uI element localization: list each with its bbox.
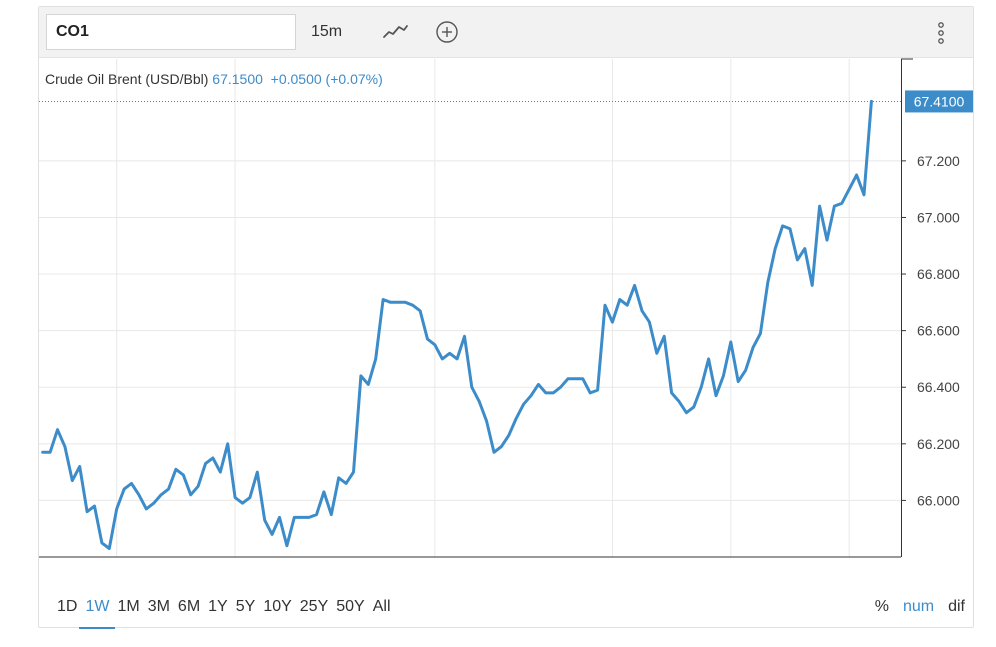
y-tick-label: 66.400 [917,379,960,395]
grid-lines [39,59,901,557]
vertical-dots-icon[interactable] [931,19,951,47]
plus-circle-icon[interactable] [434,19,460,45]
display-mode-selector: % num dif [861,595,965,625]
price-series-line [41,99,873,550]
axes [39,58,913,558]
y-tick-label: 66.800 [917,266,960,282]
line-chart-icon[interactable] [381,20,409,44]
symbol-input[interactable] [46,14,296,50]
range-button-25y[interactable]: 25Y [299,598,329,615]
y-axis-labels: 66.000 66.200 66.400 66.600 66.800 67.000 67.2… [917,153,960,509]
interval-button[interactable]: 15m [311,23,343,40]
chart-toolbar: 15m [39,7,973,58]
series-name: Crude Oil Brent (USD/Bbl) [45,71,209,87]
range-button-50y[interactable]: 50Y [336,598,365,615]
series-legend: Crude Oil Brent (USD/Bbl) 67.1500 +0.050… [45,71,383,87]
range-button-1w[interactable]: 1W [79,595,116,629]
time-range-selector: 1D 1W 1M 3M 6M 1Y 5Y 10Y 25Y 50Y All [51,595,393,629]
mode-button-percent[interactable]: % [874,598,889,615]
mode-button-dif[interactable]: dif [948,598,965,615]
range-button-6m[interactable]: 6M [177,598,201,615]
series-change: +0.0500 (+0.07%) [270,71,383,87]
range-button-all[interactable]: All [372,598,391,615]
range-button-10y[interactable]: 10Y [263,598,292,615]
y-tick-label: 66.600 [917,323,960,339]
price-chart[interactable]: 66.000 66.200 66.400 66.600 66.800 67.000 67.2… [39,7,973,567]
y-tick-label: 67.000 [917,209,960,225]
range-button-1m[interactable]: 1M [117,598,140,615]
range-button-1y[interactable]: 1Y [208,598,228,615]
y-tick-label: 67.200 [917,153,960,169]
range-button-5y[interactable]: 5Y [235,598,256,615]
last-price-tag: 67.4100 [39,90,973,113]
last-price-tag-box [905,90,973,113]
y-tick-label: 66.200 [917,436,960,452]
last-price-label: 67.4100 [914,93,965,109]
mode-button-num[interactable]: num [902,598,935,615]
series-price: 67.1500 [212,71,263,87]
range-button-3m[interactable]: 3M [147,598,170,615]
y-tick-label: 66.000 [917,492,960,508]
range-button-1d[interactable]: 1D [57,598,78,615]
